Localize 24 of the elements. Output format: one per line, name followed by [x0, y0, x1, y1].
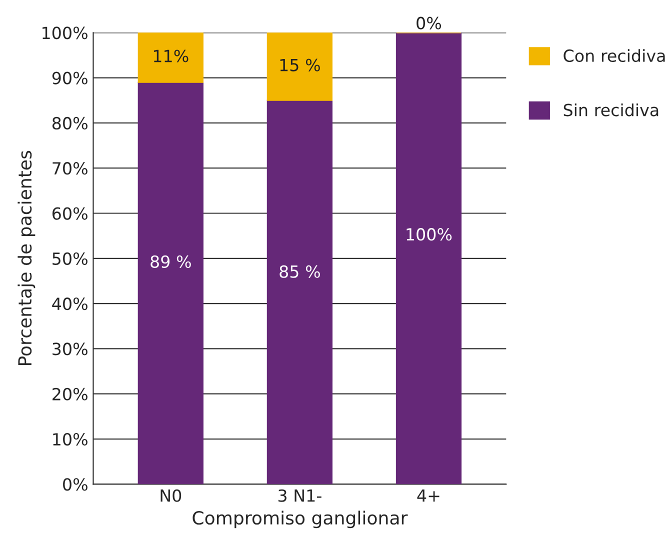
y-axis-title: Porcentaje de pacientes: [18, 150, 36, 365]
data-label: 11%: [154, 50, 188, 62]
y-tick-label: 0%: [63, 478, 88, 491]
y-tick-label: 60%: [52, 207, 88, 220]
y-tick-label: 40%: [52, 298, 88, 310]
y-tick-label: 80%: [52, 116, 88, 130]
y-tick-label: 70%: [52, 162, 88, 175]
y-tick-label: 10%: [53, 432, 88, 446]
data-label: 15 %: [280, 58, 320, 72]
data-label: 85 %: [280, 265, 320, 278]
data-label: 100%: [406, 228, 452, 241]
y-tick-label: 30%: [52, 342, 88, 356]
y-tick-label: 100%: [42, 26, 88, 40]
data-label: 89 %: [150, 255, 191, 268]
legend-label: Con recidiva: [564, 49, 665, 62]
x-tick-label: N0: [160, 489, 182, 502]
x-tick-label: 4+: [417, 490, 440, 502]
x-tick-label: 3 N1-: [278, 489, 322, 502]
legend-label: Sin recidiva: [564, 103, 658, 116]
y-tick-label: 50%: [52, 252, 88, 265]
y-tick-label: 90%: [52, 72, 88, 84]
data-label: 0%: [416, 16, 442, 30]
y-tick-label: 20%: [52, 388, 88, 400]
x-axis-title: Compromiso ganglionar: [192, 510, 408, 528]
